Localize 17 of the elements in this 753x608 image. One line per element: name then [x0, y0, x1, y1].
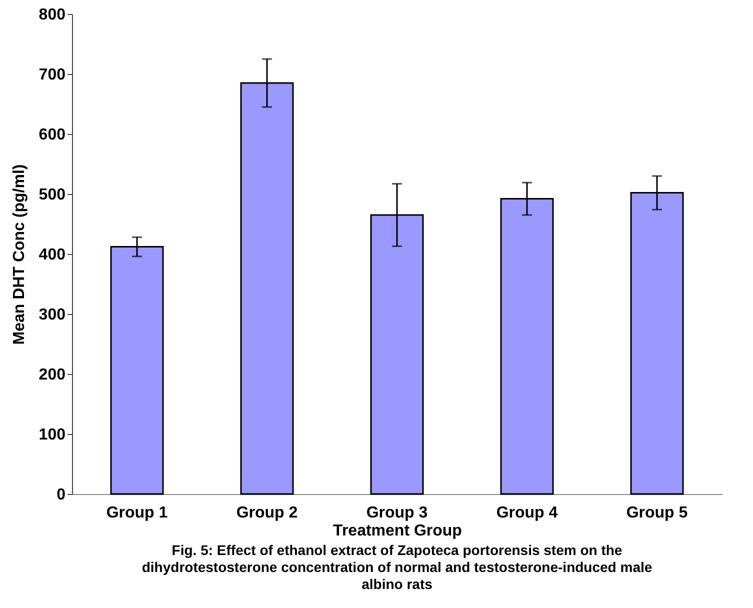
x-tick-label: Group 5 — [626, 504, 688, 522]
x-tick-label: Group 3 — [366, 504, 428, 522]
x-tick-label: Group 1 — [106, 504, 168, 522]
x-axis-title: Treatment Group — [333, 522, 462, 540]
y-axis-title: Mean DHT Conc (pg/ml) — [10, 164, 28, 345]
x-tick-label: Group 4 — [496, 504, 558, 522]
x-tick-label: Group 2 — [236, 504, 298, 522]
y-tick-label: 600 — [38, 126, 66, 144]
y-tick-label: 400 — [38, 246, 66, 264]
y-tick-label: 0 — [56, 486, 66, 504]
caption: Fig. 5: Effect of ethanol extract of Zapoteca portorensis stem on the dihydrotestosterone concentration of normal and testosterone-induced male albino rats — [142, 542, 652, 592]
y-tick-label: 300 — [38, 306, 66, 324]
y-tick-label: 500 — [38, 186, 66, 204]
y-tick-label: 100 — [38, 426, 66, 444]
y-tick-label: 700 — [38, 66, 66, 84]
y-tick-label: 800 — [38, 6, 66, 24]
y-tick-label: 200 — [38, 366, 66, 384]
